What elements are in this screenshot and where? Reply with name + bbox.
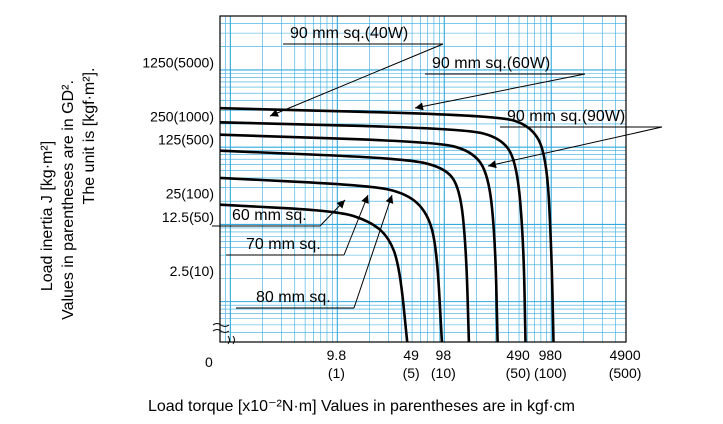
y-tick-label: 2.5(10) [170, 263, 214, 279]
callout-arrowhead [488, 160, 497, 169]
x-tick-sublabel: (5) [403, 365, 420, 381]
grid-lines [220, 16, 626, 343]
x-tick-sublabel: (1) [328, 365, 345, 381]
callout-arrowhead [361, 195, 369, 204]
x-tick-sublabel: (10) [431, 365, 456, 381]
callout-arrowhead [336, 200, 345, 209]
y-tick-label: 1250(5000) [142, 54, 214, 70]
x-tick-label: 49 [403, 347, 419, 363]
y-tick-label: 25(100) [166, 186, 214, 202]
curve-80-mm-sq- [219, 149, 471, 343]
performance-curves [219, 106, 555, 343]
callout-leader [487, 126, 663, 167]
y-tick-labels: 2.5(10) 12.5(50) 25(100) 125(500) 250(1000) 1… [142, 54, 214, 278]
callout-leader [414, 73, 586, 109]
callout-label: 90 mm sq.(60W) [432, 55, 550, 72]
callout-label: 60 mm sq. [232, 207, 307, 224]
callout-leader [343, 194, 369, 256]
y-axis-label-line1: Load inertia J [kg·m²] [39, 141, 56, 291]
curve-90-mm-sq-40w- [219, 133, 499, 343]
x-tick-labels: 9.8 (1) 49 (5) 98 (10) 490 (50) 980 (100) 4900 (500… [327, 347, 642, 381]
curve-60-mm-sq- [219, 203, 409, 343]
x-tick-label: 98 [436, 347, 452, 363]
callout-arrowhead [270, 109, 279, 117]
callout-label: 70 mm sq. [246, 236, 321, 253]
x-tick-sublabel: (50) [506, 365, 531, 381]
curve-90-mm-sq-60w- [219, 121, 527, 343]
y-tick-label: 12.5(50) [162, 209, 214, 225]
callout-leader [353, 194, 393, 309]
x-tick-label: 9.8 [327, 347, 347, 363]
callout-label: 80 mm sq. [256, 289, 331, 306]
curve-callouts: 60 mm sq. 70 mm sq. 80 mm sq. 90 mm sq.(40W… [212, 25, 663, 309]
callout-arrowhead [385, 195, 394, 204]
curve-90-mm-sq-90w- [219, 106, 555, 343]
callout-label: 90 mm sq.(40W) [290, 25, 408, 42]
y-tick-label: 250(1000) [150, 108, 214, 124]
y-axis-label-line2: Values in parentheses are in GD². [60, 80, 77, 320]
x-tick-label: 4900 [609, 347, 640, 363]
x-tick-sublabel: (500) [609, 365, 642, 381]
callout-label: 90 mm sq.(90W) [507, 108, 625, 125]
x-tick-sublabel: (100) [534, 365, 567, 381]
x-tick-label: 980 [539, 347, 563, 363]
callout-arrowhead [415, 102, 424, 111]
x-zero-label: 0 [205, 354, 213, 370]
y-axis-label-line3: The unit is [kgf·m²]. [81, 68, 98, 205]
curve-70-mm-sq- [219, 176, 444, 343]
callout-leader [269, 43, 444, 117]
y-tick-label: 125(500) [158, 132, 214, 148]
x-tick-label: 490 [506, 347, 530, 363]
y-axis-label: Load inertia J [kg·m²] Values in parenth… [39, 68, 98, 320]
x-axis-label: Load torque [x10⁻²N·m] Values in parenth… [147, 398, 576, 415]
axis-break-mark [212, 323, 235, 345]
